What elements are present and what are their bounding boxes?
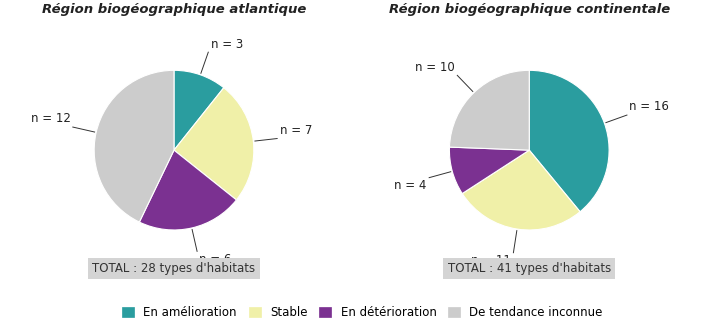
Wedge shape (463, 150, 580, 230)
Text: n = 4: n = 4 (394, 179, 427, 192)
Wedge shape (450, 147, 529, 194)
Wedge shape (174, 70, 224, 150)
Title: Région biogéographique continentale: Région biogéographique continentale (389, 3, 670, 16)
Title: Région biogéographique atlantique: Région biogéographique atlantique (42, 3, 306, 16)
Text: n = 7: n = 7 (280, 124, 312, 137)
Wedge shape (139, 150, 236, 230)
Text: n = 6: n = 6 (199, 253, 232, 266)
Text: TOTAL : 28 types d'habitats: TOTAL : 28 types d'habitats (93, 262, 256, 275)
Text: TOTAL : 41 types d'habitats: TOTAL : 41 types d'habitats (447, 262, 611, 275)
Text: n = 3: n = 3 (211, 38, 243, 50)
Wedge shape (450, 70, 529, 150)
Text: n = 12: n = 12 (30, 113, 70, 125)
Text: n = 11: n = 11 (471, 254, 511, 267)
Text: n = 16: n = 16 (629, 100, 669, 114)
Legend: En amélioration, Stable, En détérioration, De tendance inconnue: En amélioration, Stable, En détérioratio… (117, 302, 608, 324)
Wedge shape (529, 70, 609, 212)
Text: n = 10: n = 10 (415, 61, 455, 74)
Wedge shape (94, 70, 174, 222)
Wedge shape (174, 88, 254, 200)
